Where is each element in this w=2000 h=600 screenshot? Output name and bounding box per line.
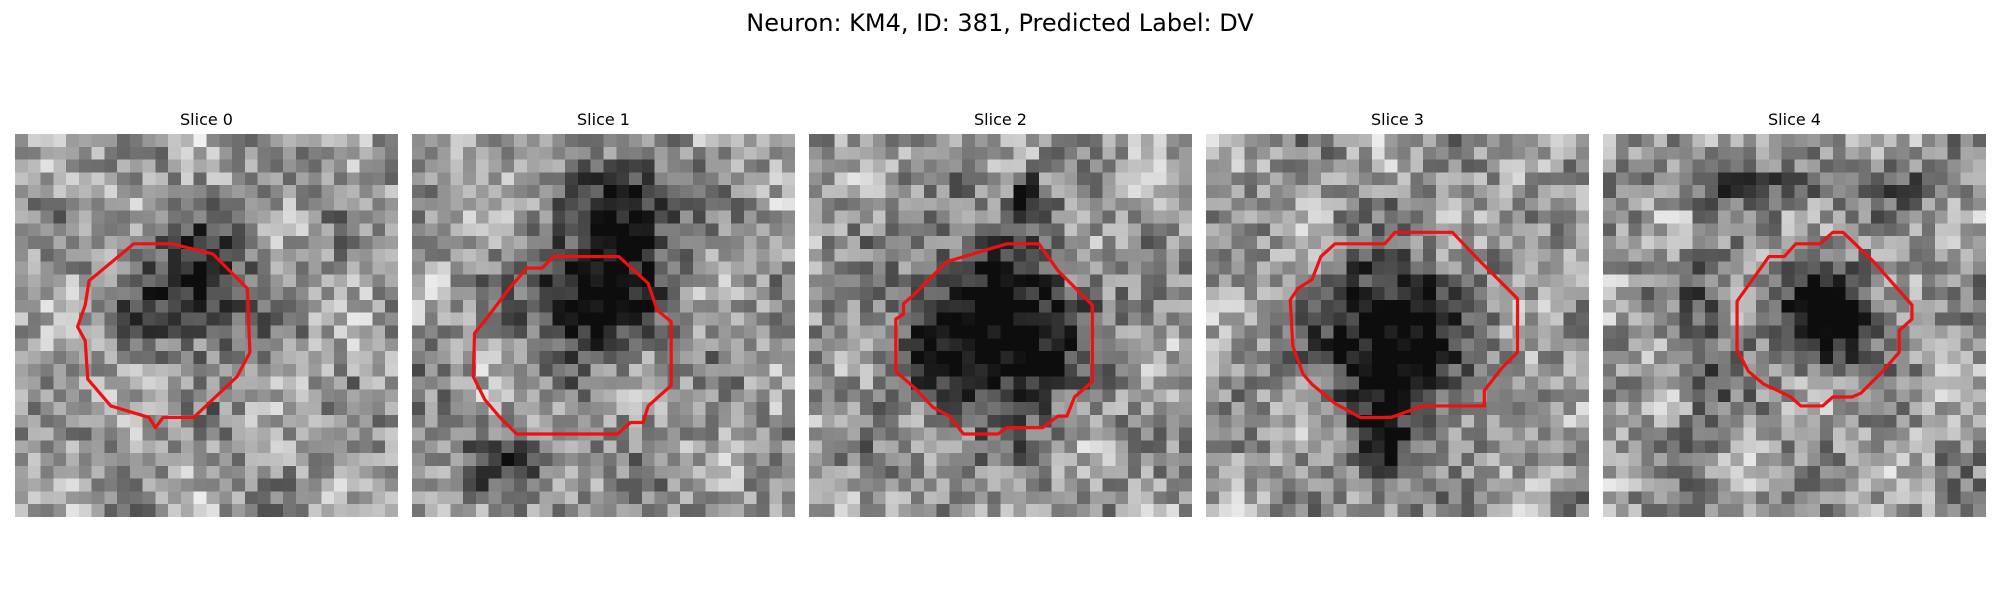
slice-image bbox=[15, 134, 398, 517]
slice-title: Slice 3 bbox=[1371, 110, 1424, 129]
segmentation-contour bbox=[1735, 230, 1914, 408]
slice-panel-0: Slice 0 bbox=[15, 110, 398, 517]
slice-image bbox=[809, 134, 1192, 517]
segmentation-contour bbox=[75, 242, 252, 430]
slice-title: Slice 1 bbox=[577, 110, 630, 129]
segmentation-contour bbox=[471, 254, 673, 436]
slice-panel-1: Slice 1 bbox=[412, 110, 795, 517]
slice-panel-2: Slice 2 bbox=[809, 110, 1192, 517]
figure-title: Neuron: KM4, ID: 381, Predicted Label: D… bbox=[746, 9, 1254, 37]
slice-title: Slice 2 bbox=[974, 110, 1027, 129]
slice-image bbox=[1206, 134, 1589, 517]
slice-image bbox=[1603, 134, 1986, 517]
slice-panel-3: Slice 3 bbox=[1206, 110, 1589, 517]
slice-title: Slice 0 bbox=[180, 110, 233, 129]
segmentation-contour bbox=[1288, 230, 1520, 420]
slice-title: Slice 4 bbox=[1768, 110, 1821, 129]
slice-panel-4: Slice 4 bbox=[1603, 110, 1986, 517]
segmentation-contour bbox=[894, 242, 1095, 436]
slice-image bbox=[412, 134, 795, 517]
